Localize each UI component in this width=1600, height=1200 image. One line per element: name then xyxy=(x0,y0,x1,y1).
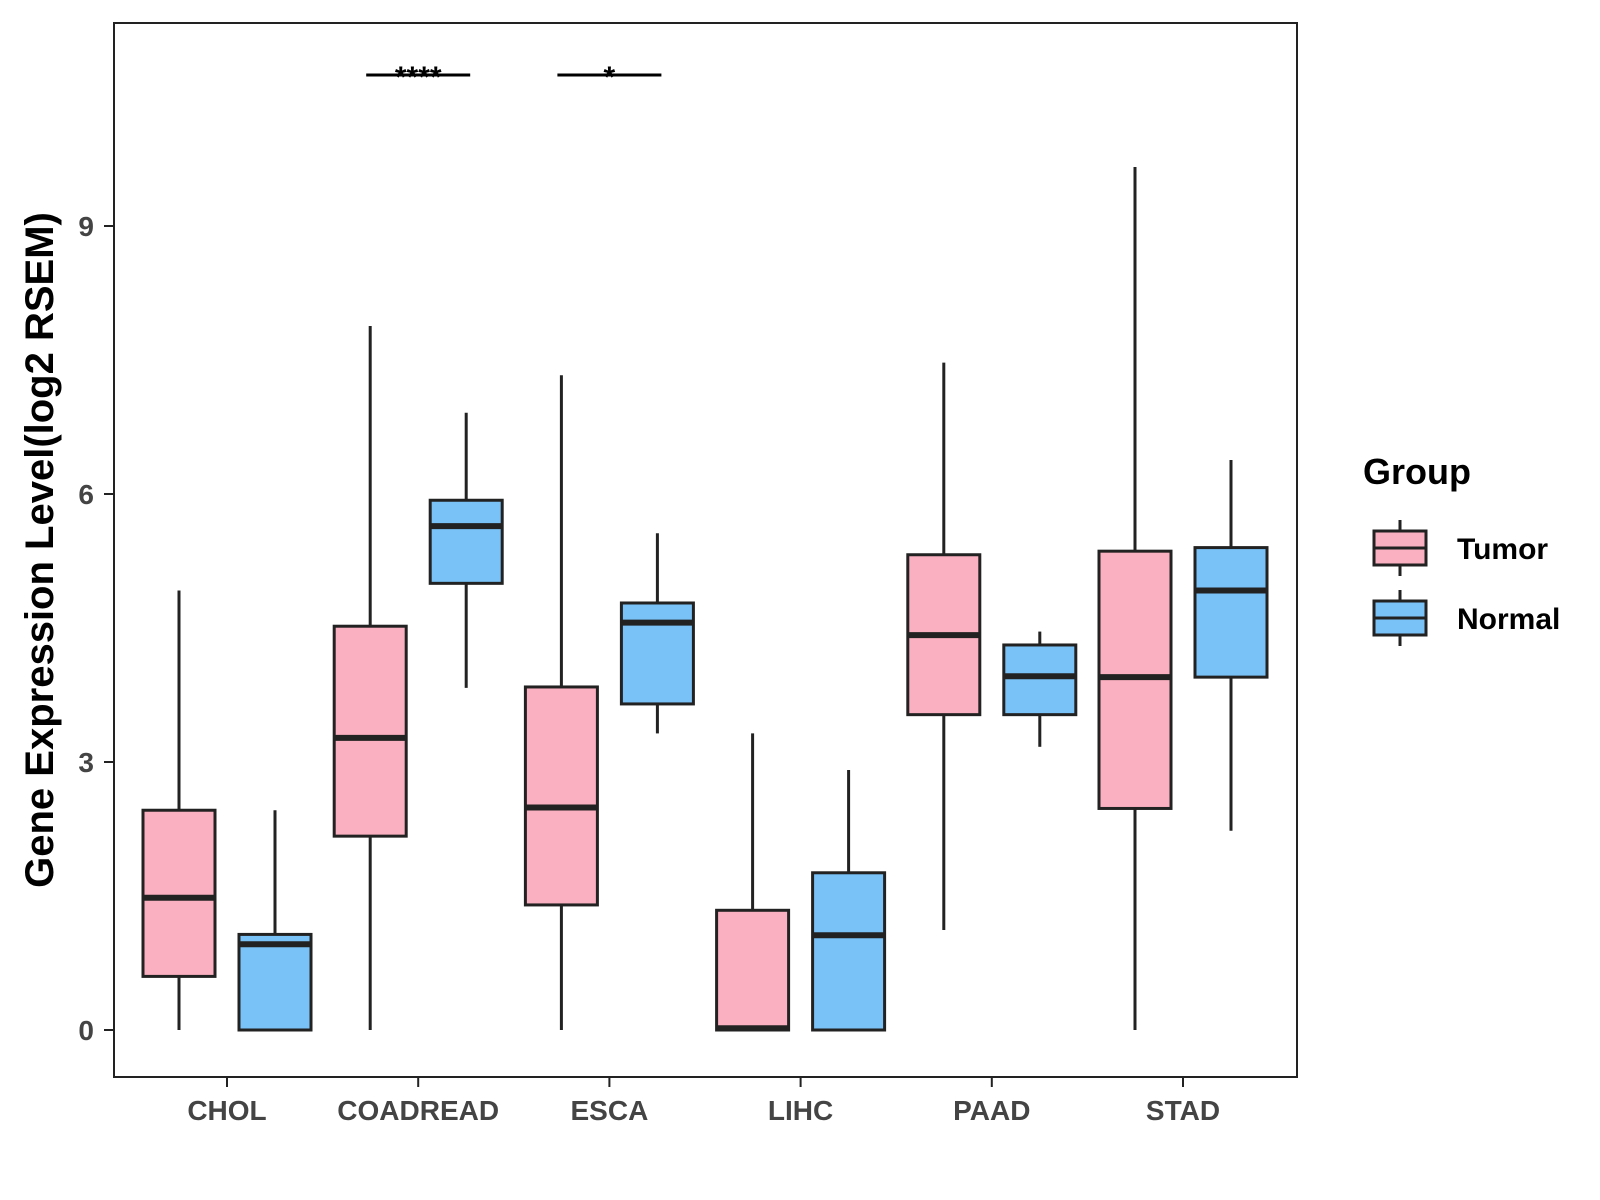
legend-title: Group xyxy=(1363,451,1471,492)
box-iqr xyxy=(237,932,313,1032)
box-iqr xyxy=(1002,643,1078,717)
significance-label: **** xyxy=(395,61,442,94)
x-tick-label-paad: PAAD xyxy=(953,1095,1030,1126)
box-iqr xyxy=(428,498,504,585)
box-tumor-lihc xyxy=(715,733,791,1032)
x-tick-label-stad: STAD xyxy=(1146,1095,1220,1126)
box-tumor-paad xyxy=(906,362,982,930)
legend-item-tumor: Tumor xyxy=(1372,520,1548,576)
legend-label: Tumor xyxy=(1457,533,1548,566)
significance-esca: * xyxy=(557,61,662,94)
box-normal-stad xyxy=(1193,460,1269,831)
x-axis: CHOL COADREAD ESCA LIHC PAAD STAD xyxy=(187,1077,1220,1126)
y-tick-label: 3 xyxy=(78,747,94,778)
x-tick-label-coadread: COADREAD xyxy=(337,1095,499,1126)
box-iqr xyxy=(811,871,887,1032)
y-axis-title: Gene Expression Level(log2 RSEM) xyxy=(18,212,62,888)
x-tick-label-lihc: LIHC xyxy=(768,1095,833,1126)
y-tick-label: 6 xyxy=(78,479,94,510)
y-tick-label: 0 xyxy=(78,1015,94,1046)
y-axis: 0 3 6 9 xyxy=(78,211,114,1046)
x-tick-label-chol: CHOL xyxy=(187,1095,266,1126)
significance-coadread: **** xyxy=(366,61,471,94)
legend-label: Normal xyxy=(1457,603,1560,636)
box-iqr xyxy=(619,601,695,706)
box-iqr xyxy=(715,908,791,1032)
box-iqr xyxy=(1193,546,1269,679)
x-tick-label-esca: ESCA xyxy=(571,1095,649,1126)
legend: Group Tumor Normal xyxy=(1363,451,1560,646)
box-normal-paad xyxy=(1002,631,1078,747)
box-normal-lihc xyxy=(811,770,887,1032)
box-tumor-coadread xyxy=(332,326,408,1030)
significance-label: * xyxy=(604,61,616,94)
box-tumor-chol xyxy=(141,590,217,1030)
box-tumor-esca xyxy=(523,375,599,1030)
box-iqr xyxy=(523,685,599,907)
box-normal-esca xyxy=(619,533,695,734)
box-normal-coadread xyxy=(428,412,504,688)
box-iqr xyxy=(332,624,408,838)
legend-item-normal: Normal xyxy=(1372,590,1560,646)
box-tumor-stad xyxy=(1097,167,1173,1030)
y-tick-label: 9 xyxy=(78,211,94,242)
box-normal-chol xyxy=(237,810,313,1032)
boxes-layer xyxy=(141,167,1269,1032)
significance-layer: **** * xyxy=(366,61,662,94)
box-iqr xyxy=(141,808,217,978)
